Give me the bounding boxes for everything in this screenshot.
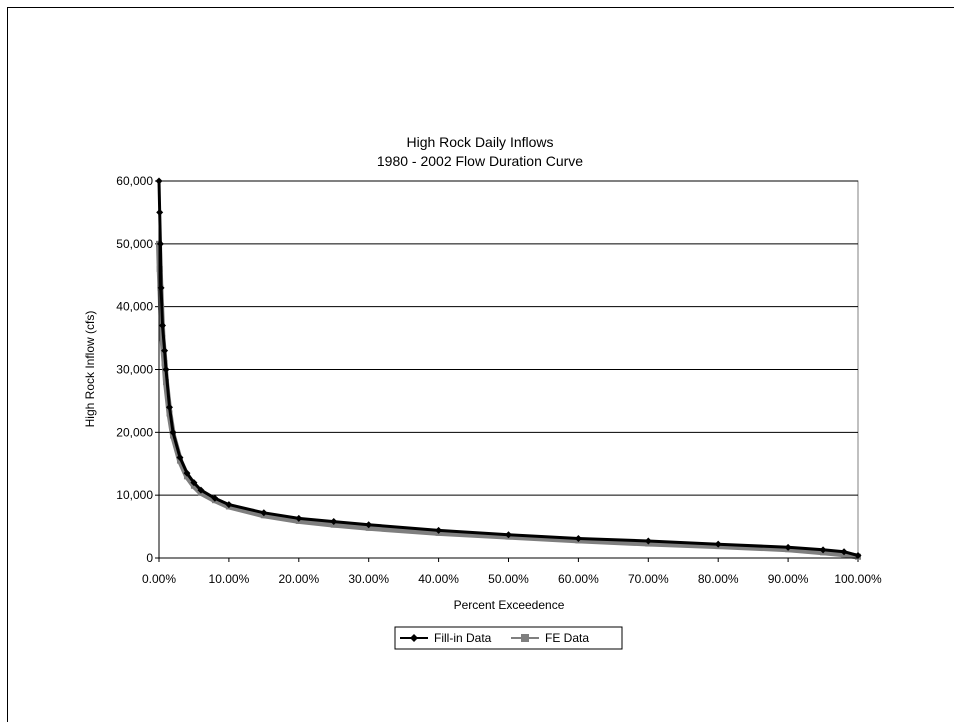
data-point-fill-in (169, 428, 177, 436)
y-tick-label: 40,000 (116, 300, 153, 314)
data-point-fill-in (644, 537, 652, 545)
y-tick-label: 50,000 (116, 237, 153, 251)
x-tick-label: 70.00% (628, 572, 669, 586)
data-point-fill-in (330, 518, 338, 526)
data-point-fill-in (158, 322, 166, 330)
data-point-fill-in (784, 543, 792, 551)
chart-subtitle: 1980 - 2002 Flow Duration Curve (377, 153, 583, 169)
x-tick-label: 10.00% (209, 572, 250, 586)
x-tick-label: 40.00% (418, 572, 459, 586)
y-tick-label: 60,000 (116, 174, 153, 188)
x-tick-label: 90.00% (768, 572, 809, 586)
series-line-fill-in (157, 179, 860, 557)
data-point-fill-in (176, 453, 184, 461)
legend-box (394, 626, 623, 650)
y-axis-label: High Rock Inflow (cfs) (83, 311, 97, 428)
x-tick-label: 60.00% (558, 572, 599, 586)
x-axis-label: Percent Exceedence (454, 598, 565, 612)
legend-label-fe: FE Data (545, 631, 589, 645)
x-tick-label: 30.00% (348, 572, 389, 586)
legend-label-fill-in: Fill-in Data (434, 631, 492, 645)
y-tick-label: 0 (146, 551, 153, 565)
data-point-fill-in (854, 551, 862, 559)
series-layer (155, 177, 862, 560)
x-tick-label: 80.00% (698, 572, 739, 586)
y-tick-label: 30,000 (116, 363, 153, 377)
y-axis-ticks: 0 10,000 20,000 30,000 40,000 50,000 60,000 (116, 174, 159, 565)
legend-marker-diamond (410, 634, 418, 642)
data-point-fill-in (365, 521, 373, 529)
data-point-fill-in (211, 494, 219, 502)
data-point-fill-in (162, 366, 170, 373)
data-point-fill-in (435, 526, 443, 534)
data-point-fill-in (295, 514, 303, 522)
gridlines (159, 180, 858, 496)
data-point-fill-in (197, 486, 205, 494)
data-point-fill-in (574, 535, 582, 543)
data-point-fill-in (225, 501, 233, 509)
data-point-fill-in (190, 479, 198, 487)
data-point-fill-in (819, 546, 827, 554)
data-point-fill-in (165, 403, 173, 411)
x-tick-label: 0.00% (142, 572, 176, 586)
legend: Fill-in Data FE Data (394, 626, 623, 650)
data-point-fill-in (840, 548, 848, 556)
data-point-fill-in (260, 509, 268, 517)
data-point-fill-in (714, 540, 722, 548)
legend-marker-square (521, 634, 529, 642)
x-tick-label: 20.00% (278, 572, 319, 586)
chart-title: High Rock Daily Inflows (406, 134, 553, 150)
x-tick-label: 100.00% (834, 572, 882, 586)
y-tick-label: 20,000 (116, 425, 153, 439)
data-point-fill-in (156, 208, 164, 216)
data-point-fill-in (161, 347, 169, 355)
data-point-fill-in (505, 531, 512, 539)
x-tick-label: 50.00% (488, 572, 529, 586)
y-tick-label: 10,000 (116, 488, 153, 502)
x-axis-ticks: 0.00% 10.00% 20.00% 30.00% 40.00% 50.00% 60.00… (142, 558, 882, 586)
data-point-fill-in (183, 469, 191, 477)
